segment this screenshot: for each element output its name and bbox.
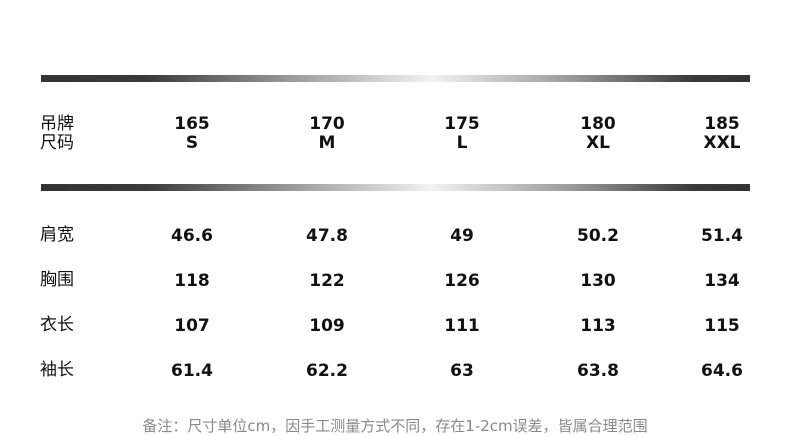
size-height: 170 <box>309 114 345 134</box>
measurement-cell: 62.2 <box>306 361 348 381</box>
size-height: 185 <box>704 114 740 134</box>
size-height: 180 <box>580 114 616 134</box>
measurement-cell: 51.4 <box>701 226 743 246</box>
measurement-cell: 111 <box>444 316 480 336</box>
row-label: 袖长 <box>40 360 74 380</box>
size-label: M <box>318 133 336 153</box>
measurement-cell: 64.6 <box>701 361 743 381</box>
row-label: 肩宽 <box>40 225 74 245</box>
measurement-cell: 61.4 <box>171 361 213 381</box>
measurement-cell: 63.8 <box>577 361 619 381</box>
size-header: 185 XXL <box>672 115 772 153</box>
header-label-line1: 吊牌 <box>40 114 74 134</box>
measurement-cell: 50.2 <box>577 226 619 246</box>
size-label: XL <box>586 133 610 153</box>
measurement-cell: 107 <box>174 316 210 336</box>
footnote: 备注：尺寸单位cm，因手工测量方式不同，存在1-2cm误差，皆属合理范围 <box>142 417 648 435</box>
top-divider <box>41 75 750 82</box>
measurement-cell: 46.6 <box>171 226 213 246</box>
measurement-cell: 118 <box>174 271 210 291</box>
measurement-cell: 47.8 <box>306 226 348 246</box>
header-label: 吊牌 尺码 <box>40 115 74 153</box>
header-label-line2: 尺码 <box>40 133 74 153</box>
measurement-cell: 115 <box>704 316 740 336</box>
header-divider <box>41 184 750 191</box>
size-header: 180 XL <box>548 115 648 153</box>
measurement-cell: 126 <box>444 271 480 291</box>
measurement-cell: 109 <box>309 316 345 336</box>
size-label: S <box>185 133 199 153</box>
size-header: 170 M <box>277 115 377 153</box>
size-label: XXL <box>703 133 741 153</box>
measurement-cell: 122 <box>309 271 345 291</box>
row-label: 胸围 <box>40 270 74 290</box>
measurement-cell: 49 <box>450 226 474 246</box>
measurement-cell: 130 <box>580 271 616 291</box>
measurement-cell: 63 <box>450 361 474 381</box>
measurement-cell: 113 <box>580 316 616 336</box>
size-label: L <box>456 133 468 153</box>
size-height: 165 <box>174 114 210 134</box>
row-label: 衣长 <box>40 315 74 335</box>
size-height: 175 <box>444 114 480 134</box>
size-header: 175 L <box>412 115 512 153</box>
size-header: 165 S <box>142 115 242 153</box>
measurement-cell: 134 <box>704 271 740 291</box>
